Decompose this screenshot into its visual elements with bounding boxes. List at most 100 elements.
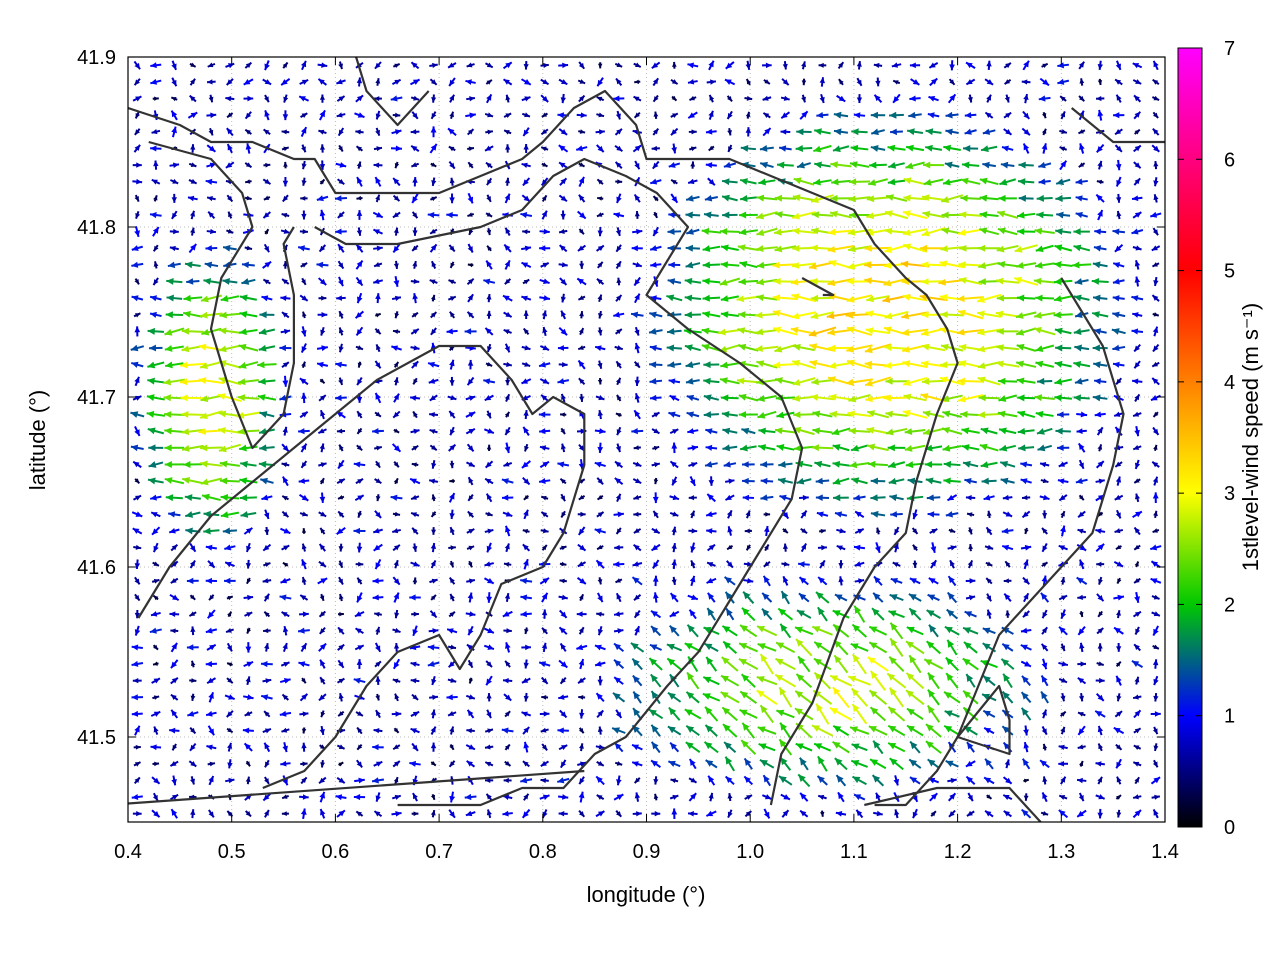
x-tick-label: 0.8: [529, 841, 557, 863]
wind-arrow: [851, 775, 867, 786]
wind-arrow: [870, 477, 886, 485]
wind-arrow: [1017, 410, 1036, 419]
wind-arrow: [667, 361, 682, 369]
wind-arrow: [1132, 378, 1143, 385]
wind-arrow: [772, 294, 799, 302]
wind-arrow: [167, 261, 181, 269]
wind-arrow: [616, 775, 622, 786]
wind-arrow: [262, 792, 272, 802]
wind-arrow: [411, 611, 419, 617]
wind-arrow: [467, 476, 474, 486]
wind-arrow: [523, 61, 529, 70]
wind-arrow: [467, 659, 474, 669]
wind-arrow: [1003, 593, 1012, 602]
wind-arrow: [208, 809, 215, 818]
wind-arrow: [967, 560, 974, 569]
wind-arrow: [392, 410, 401, 419]
wind-arrow: [558, 144, 569, 153]
wind-arrow: [299, 611, 309, 617]
wind-arrow: [902, 360, 928, 369]
wind-arrow: [522, 327, 530, 335]
wind-arrow: [1152, 326, 1159, 337]
wind-arrow: [135, 210, 141, 220]
wind-arrow: [798, 576, 809, 586]
wind-arrow: [131, 511, 143, 518]
wind-arrow: [502, 511, 513, 518]
wind-arrow: [1114, 494, 1124, 501]
wind-arrow: [557, 727, 569, 734]
wind-arrow: [1077, 711, 1086, 717]
wind-arrow: [134, 559, 141, 570]
wind-arrow: [1077, 594, 1087, 601]
wind-arrow: [298, 661, 310, 668]
wind-arrow: [744, 810, 752, 818]
wind-arrow: [540, 78, 550, 86]
wind-arrow: [670, 193, 679, 204]
wind-arrow: [390, 145, 403, 152]
wind-arrow: [631, 743, 643, 751]
wind-arrow: [818, 62, 827, 68]
wind-arrow: [943, 691, 961, 704]
wind-arrow: [1095, 478, 1105, 484]
wind-arrow: [355, 129, 364, 135]
wind-arrow: [244, 611, 253, 617]
wind-arrow: [226, 727, 234, 734]
wind-arrow: [558, 262, 568, 268]
wind-arrow: [1096, 426, 1104, 436]
wind-arrow: [1152, 343, 1160, 353]
wind-arrow: [282, 110, 289, 121]
wind-arrow: [319, 178, 326, 185]
wind-arrow: [738, 343, 759, 352]
wind-arrow: [429, 196, 438, 202]
x-tick-label: 0.9: [633, 841, 661, 863]
wind-arrow: [226, 677, 234, 684]
wind-arrow: [579, 393, 585, 402]
wind-arrow: [263, 128, 271, 136]
wind-arrow: [281, 794, 290, 800]
wind-arrow: [792, 194, 816, 202]
wind-arrow: [980, 145, 998, 153]
wind-arrow: [485, 511, 493, 517]
wind-arrow: [1033, 277, 1056, 285]
wind-arrow: [1076, 809, 1087, 818]
wind-arrow: [540, 94, 549, 103]
wind-arrow: [1058, 626, 1068, 636]
wind-arrow: [744, 528, 752, 534]
wind-arrow: [523, 310, 529, 319]
wind-arrow: [903, 393, 927, 402]
wind-arrow: [190, 660, 196, 668]
wind-arrow: [449, 311, 456, 319]
wind-arrow: [372, 211, 384, 219]
wind-arrow: [909, 577, 921, 585]
wind-arrow: [411, 193, 419, 204]
wind-arrow: [652, 195, 659, 202]
wind-arrow: [848, 178, 871, 186]
wind-arrow: [578, 377, 586, 385]
wind-arrow: [1152, 312, 1160, 317]
wind-arrow: [1133, 577, 1141, 584]
wind-arrow: [264, 759, 270, 768]
wind-arrow: [957, 394, 984, 403]
wind-arrow: [669, 428, 679, 435]
wind-arrow: [504, 343, 511, 353]
wind-arrow: [560, 427, 566, 435]
wind-arrow: [356, 77, 363, 87]
wind-arrow: [540, 146, 549, 152]
wind-arrow: [1021, 495, 1031, 501]
wind-arrow: [632, 561, 643, 567]
wind-arrow: [649, 378, 663, 385]
wind-arrow: [929, 792, 938, 802]
wind-arrow: [669, 460, 679, 469]
wind-arrow: [781, 78, 790, 86]
wind-arrow: [427, 361, 440, 368]
wind-arrow: [958, 228, 984, 236]
wind-arrow: [792, 377, 816, 386]
wind-arrow: [449, 560, 455, 568]
wind-arrow: [685, 377, 700, 385]
wind-arrow: [1132, 62, 1143, 69]
wind-arrow: [1097, 725, 1104, 736]
wind-arrow: [412, 227, 418, 236]
wind-arrow: [219, 311, 241, 319]
wind-arrow: [1059, 129, 1068, 134]
wind-arrow: [1058, 809, 1069, 819]
